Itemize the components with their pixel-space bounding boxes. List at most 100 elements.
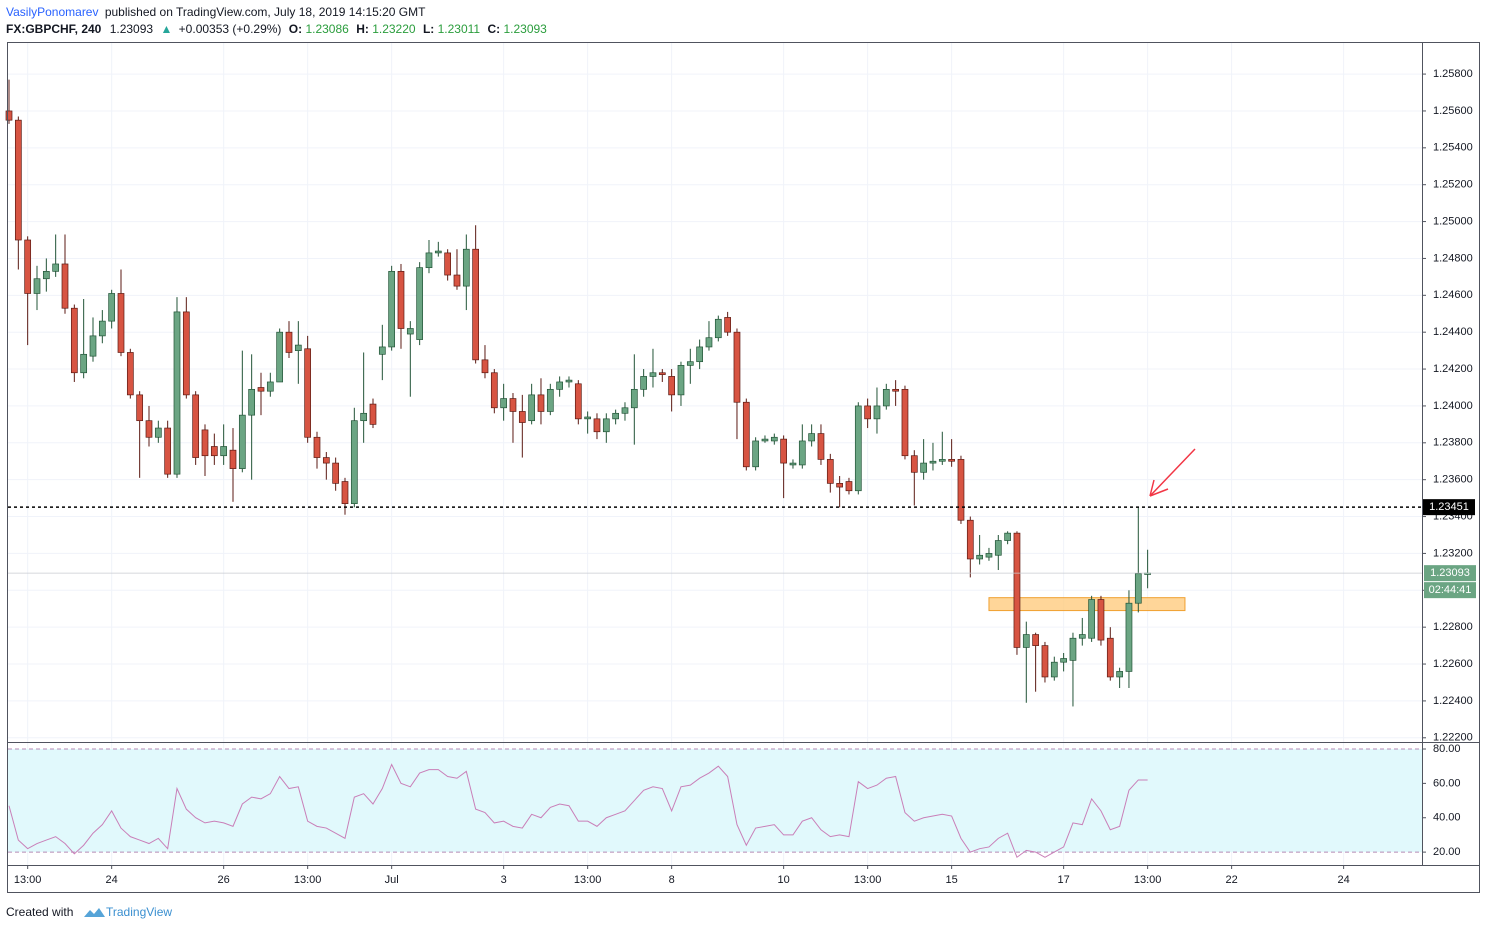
candle-body — [593, 418, 601, 433]
y-tick-label: 60.00 — [1433, 777, 1461, 789]
y-tick-label: 1.25200 — [1433, 179, 1473, 191]
candle-body — [574, 383, 582, 420]
candle-body — [836, 483, 843, 488]
candle-body — [910, 455, 918, 473]
candle-body — [490, 372, 498, 409]
y-tick-label: 20.00 — [1433, 846, 1461, 858]
candle-body — [621, 407, 629, 414]
y-tick-label: 1.25000 — [1433, 215, 1473, 227]
candle-body — [182, 311, 190, 396]
candle-body — [42, 270, 50, 280]
candle-body — [341, 481, 349, 504]
candle-body — [294, 344, 302, 351]
candle-body — [238, 414, 246, 469]
candle-body — [612, 412, 619, 420]
footer-brand: TradingView — [106, 905, 172, 919]
candle-body — [1116, 671, 1123, 678]
change: +0.00353 (+0.29%) — [179, 22, 282, 36]
candle-body — [920, 462, 927, 473]
candle-body — [61, 263, 69, 309]
candle-body — [602, 418, 610, 433]
candle-body — [640, 376, 647, 390]
candle-body — [976, 554, 983, 560]
candle-body — [537, 394, 545, 412]
candle-body — [705, 337, 713, 348]
candle-body — [154, 427, 162, 438]
candle-body — [397, 270, 405, 329]
candle-body — [509, 398, 517, 412]
x-tick-label: 17 — [1058, 874, 1070, 886]
candle-body — [864, 405, 871, 420]
candle-body — [14, 119, 22, 241]
arrow-annotation — [1149, 448, 1196, 497]
candle-body — [462, 248, 470, 287]
candle-body — [173, 311, 181, 475]
level-label: 1.23451 — [1429, 501, 1469, 513]
candle-body — [248, 388, 256, 416]
candle-body — [584, 416, 591, 420]
last-price: 1.23093 — [110, 22, 154, 36]
candle-body — [1134, 573, 1142, 604]
candle-body — [266, 381, 274, 392]
level-label-box — [1423, 499, 1475, 516]
candle-body — [556, 381, 563, 390]
candle-body — [761, 438, 769, 442]
candle-body — [658, 372, 666, 375]
candle-body — [192, 394, 200, 458]
candle-body — [752, 440, 759, 468]
price-label-box — [1424, 565, 1476, 582]
candle-body — [52, 263, 60, 272]
candle-body — [80, 353, 88, 374]
plot-area: 13:00 24 26 13:00 Jul 3 13:00 8 10 13:00 15 17 13:00… — [5, 42, 1476, 886]
candle-body — [108, 293, 116, 322]
candle-body — [350, 420, 358, 504]
candle-body — [98, 320, 106, 337]
candle-body — [966, 519, 974, 560]
y-tick-label: 1.25600 — [1433, 105, 1473, 117]
candle-body — [873, 405, 881, 420]
candle-body — [528, 394, 535, 422]
x-tick-label: Jul — [385, 874, 399, 886]
candle-body — [817, 433, 825, 460]
ohlc-value: 1.23011 — [438, 22, 481, 36]
candle-body — [696, 346, 703, 363]
candle-body — [546, 388, 554, 412]
x-tick-label: 22 — [1225, 874, 1237, 886]
candle-body — [201, 429, 209, 457]
y-tick-label: 1.23800 — [1433, 437, 1473, 449]
candle-body — [425, 252, 433, 269]
candle-body — [1106, 637, 1114, 678]
ohlc-label: O: — [289, 22, 302, 36]
price-label: 1.23093 — [1430, 567, 1470, 579]
ohlc-value: 1.23086 — [305, 22, 349, 36]
author: VasilyPonomarev — [6, 5, 98, 19]
candle-body — [1050, 661, 1058, 678]
candle-body — [826, 459, 834, 484]
candle-body — [565, 379, 573, 383]
candle-body — [948, 459, 955, 462]
candle-body — [845, 481, 853, 492]
y-tick-label: 1.24800 — [1433, 252, 1473, 264]
candle-body — [369, 403, 377, 425]
x-tick-label: 13:00 — [294, 874, 322, 886]
candle-body — [957, 459, 965, 521]
candle-body — [929, 460, 937, 464]
candle-body — [1069, 637, 1077, 661]
candle-body — [649, 372, 657, 377]
candle-body — [892, 388, 899, 392]
candle-body — [938, 459, 946, 462]
candle-body — [733, 331, 741, 403]
x-tick-label: 24 — [106, 874, 118, 886]
candle-body — [901, 388, 909, 457]
candle-body — [714, 318, 722, 339]
y-tick-label: 1.24600 — [1433, 289, 1473, 301]
candle-body — [770, 436, 778, 442]
y-tick-label: 1.23600 — [1433, 474, 1473, 486]
candle-body — [322, 457, 330, 464]
candle-body — [481, 359, 489, 374]
candle-body — [854, 405, 862, 492]
candle-body — [276, 331, 284, 383]
candle-body — [164, 427, 172, 475]
y-tick-label: 40.00 — [1433, 812, 1461, 824]
